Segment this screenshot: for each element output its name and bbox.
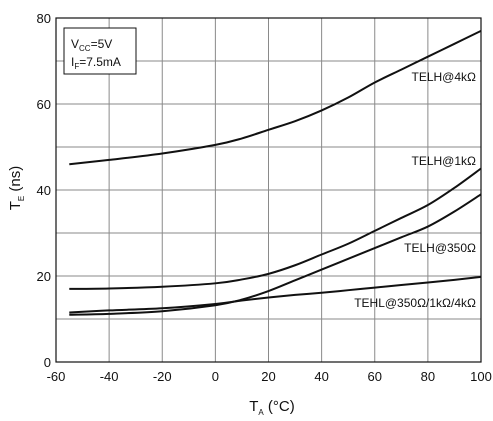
y-tick-label: 60 xyxy=(37,97,51,112)
x-tick-label: 0 xyxy=(212,369,219,384)
x-axis-title: TA (°C) xyxy=(249,398,295,417)
series-label-tehl-all: TEHL@350Ω/1kΩ/4kΩ xyxy=(354,296,476,310)
series-labels: TELH@4kΩ TELH@1kΩ TELH@350Ω TEHL@350Ω/1kΩ/4… xyxy=(354,70,476,310)
y-tick-label: 0 xyxy=(44,355,51,370)
series-line-telh-1k xyxy=(69,167,482,290)
curves xyxy=(69,30,482,316)
x-tick-label: 80 xyxy=(421,369,435,384)
y-tick-labels: 0 20 40 60 80 xyxy=(37,11,51,370)
series-label-telh-4k: TELH@4kΩ xyxy=(412,70,477,84)
y-tick-label: 80 xyxy=(37,11,51,26)
x-tick-label: 100 xyxy=(470,369,492,384)
series-line-tehl-all xyxy=(69,275,482,314)
y-axis-title: TE (ns) xyxy=(7,166,26,211)
series-line-telh-4k xyxy=(69,30,482,166)
plot-frame xyxy=(55,17,482,363)
condition-if: IF=7.5mA xyxy=(71,55,121,71)
x-tick-label: 40 xyxy=(314,369,328,384)
series-line-telh-350 xyxy=(69,193,482,316)
x-tick-labels: -60 -40 -20 0 20 40 60 80 100 xyxy=(47,369,492,384)
series-label-telh-1k: TELH@1kΩ xyxy=(412,154,477,168)
y-tick-label: 20 xyxy=(37,269,51,284)
x-tick-label: 20 xyxy=(261,369,275,384)
y-tick-label: 40 xyxy=(37,183,51,198)
series-label-telh-350: TELH@350Ω xyxy=(404,241,476,255)
x-tick-label: -40 xyxy=(100,369,119,384)
x-tick-label: 60 xyxy=(368,369,382,384)
conditions-box: VCC=5V IF=7.5mA xyxy=(63,27,137,75)
x-tick-label: -20 xyxy=(153,369,172,384)
condition-vcc: VCC=5V xyxy=(71,37,112,53)
conditions-frame xyxy=(63,27,137,75)
x-tick-label: -60 xyxy=(47,369,66,384)
